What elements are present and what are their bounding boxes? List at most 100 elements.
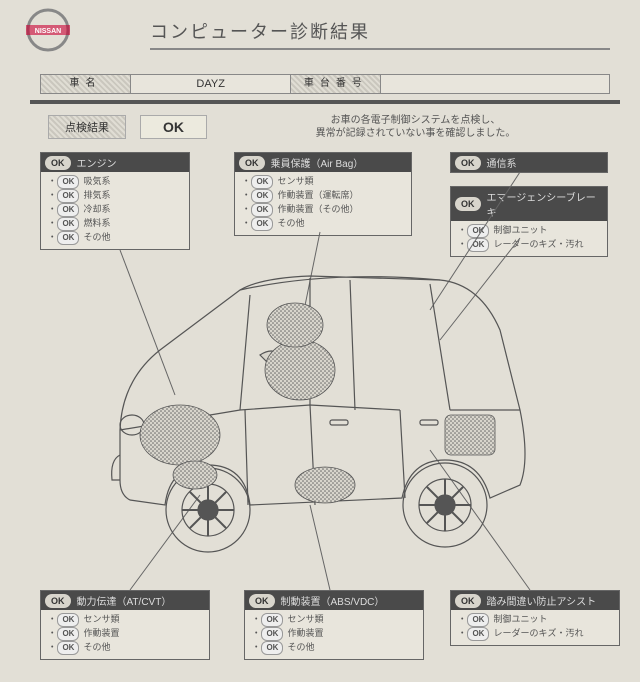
diag-box-ebrake: OKエマージェンシーブレーキ•OK制御ユニット•OKレーダーのキズ・汚れ bbox=[450, 186, 608, 257]
car-diagram bbox=[50, 260, 600, 570]
diag-box-trans: OK動力伝達（AT/CVT）•OKセンサ類•OK作動装置•OKその他 bbox=[40, 590, 210, 660]
diag-item: •OK作動装置（運転席） bbox=[245, 189, 405, 203]
diag-item: • OK 燃料系 bbox=[51, 217, 183, 231]
diag-item: •OK作動装置 bbox=[255, 627, 417, 641]
item-status: OK bbox=[261, 627, 283, 641]
item-status: OK bbox=[251, 203, 273, 217]
diag-box-body: • OK 制御ユニット • OK レーダーのキズ・汚れ bbox=[451, 610, 619, 645]
item-label: 作動装置（運転席） bbox=[277, 189, 358, 203]
bullet-icon: • bbox=[245, 177, 247, 188]
item-label: レーダーのキズ・汚れ bbox=[493, 627, 583, 641]
page-title: コンピューター診断結果 bbox=[150, 18, 370, 44]
diag-box-engine: OKエンジン•OK吸気系•OK排気系•OK冷却系•OK燃料系•OKその他 bbox=[40, 152, 190, 250]
vehicle-name-label: 車名 bbox=[41, 75, 131, 93]
item-label: 制御ユニット bbox=[493, 613, 547, 627]
status-chip: OK bbox=[455, 594, 481, 608]
bullet-icon: • bbox=[51, 629, 53, 640]
diag-box-assist: OK 踏み間違い防止アシスト • OK 制御ユニット • OK レーダーのキズ・汚れ bbox=[450, 590, 620, 646]
diag-item: • OK センサ類 bbox=[245, 175, 405, 189]
diag-box-title: エンジン bbox=[77, 155, 117, 170]
diag-box-brake: OK制動装置（ABS/VDC）•OKセンサ類•OK作動装置•OKその他 bbox=[244, 590, 424, 660]
bullet-icon: • bbox=[461, 629, 463, 640]
diag-box-header: OK 制動装置（ABS/VDC） bbox=[245, 591, 423, 610]
diag-item: • OK 作動装置 bbox=[51, 627, 203, 641]
diag-item: •OK排気系 bbox=[51, 189, 183, 203]
item-status: OK bbox=[57, 217, 79, 231]
item-status: OK bbox=[467, 627, 489, 641]
diag-item: • OK 制御ユニット bbox=[461, 613, 613, 627]
diag-box-body: •OKセンサ類•OK作動装置•OKその他 bbox=[245, 610, 423, 659]
diag-box-header: OK 踏み間違い防止アシスト bbox=[451, 591, 619, 610]
item-label: レーダーのキズ・汚れ bbox=[493, 238, 583, 252]
item-status: OK bbox=[57, 613, 79, 627]
diag-item: •OKレーダーのキズ・汚れ bbox=[461, 238, 601, 252]
diag-box-body: •OK制御ユニット•OKレーダーのキズ・汚れ bbox=[451, 221, 607, 256]
diag-box-header: OK 乗員保護（Air Bag） bbox=[235, 153, 411, 172]
item-status: OK bbox=[251, 175, 273, 189]
bullet-icon: • bbox=[245, 219, 247, 230]
item-status: OK bbox=[261, 613, 283, 627]
item-label: センサ類 bbox=[287, 613, 323, 627]
item-label: その他 bbox=[287, 641, 314, 655]
item-label: 作動装置 bbox=[83, 627, 119, 641]
status-chip: OK bbox=[239, 156, 265, 170]
diag-box-body: •OKセンサ類•OK作動装置•OKその他 bbox=[41, 610, 209, 659]
vehicle-info-row: 車名 DAYZ 車台番号 bbox=[40, 74, 610, 94]
diag-box-title: 動力伝達（AT/CVT） bbox=[77, 593, 172, 608]
item-label: その他 bbox=[83, 641, 110, 655]
status-chip: OK bbox=[455, 156, 481, 170]
item-label: 燃料系 bbox=[83, 217, 110, 231]
diag-box-title: 制動装置（ABS/VDC） bbox=[281, 593, 385, 608]
bullet-icon: • bbox=[461, 226, 463, 237]
item-label: 冷却系 bbox=[83, 203, 110, 217]
diag-item: •OKその他 bbox=[51, 641, 203, 655]
bullet-icon: • bbox=[255, 629, 257, 640]
item-status: OK bbox=[467, 613, 489, 627]
bullet-icon: • bbox=[51, 191, 53, 202]
item-status: OK bbox=[261, 641, 283, 655]
bullet-icon: • bbox=[461, 615, 463, 626]
diag-box-title: エマージェンシーブレーキ bbox=[487, 189, 604, 219]
bullet-icon: • bbox=[51, 233, 53, 244]
diag-item: • OK センサ類 bbox=[255, 613, 417, 627]
status-chip: OK bbox=[249, 594, 275, 608]
bullet-icon: • bbox=[255, 615, 257, 626]
diag-box-title: 踏み間違い防止アシスト bbox=[487, 593, 597, 608]
bullet-icon: • bbox=[255, 643, 257, 654]
diag-item: •OK吸気系 bbox=[51, 175, 183, 189]
diag-item: • OK その他 bbox=[255, 641, 417, 655]
bullet-icon: • bbox=[245, 205, 247, 216]
item-status: OK bbox=[57, 627, 79, 641]
diag-item: •OKセンサ類 bbox=[51, 613, 203, 627]
diag-box-title: 乗員保護（Air Bag） bbox=[271, 155, 364, 170]
status-chip: OK bbox=[455, 197, 481, 211]
item-status: OK bbox=[57, 203, 79, 217]
diag-item: •OK作動装置（その他） bbox=[245, 203, 405, 217]
svg-text:NISSAN: NISSAN bbox=[35, 28, 61, 35]
item-status: OK bbox=[57, 189, 79, 203]
item-label: センサ類 bbox=[277, 175, 313, 189]
bullet-icon: • bbox=[51, 219, 53, 230]
status-chip: OK bbox=[45, 594, 71, 608]
item-label: 制御ユニット bbox=[493, 224, 547, 238]
diag-box-header: OK通信系 bbox=[451, 153, 607, 172]
diag-box-body: •OK吸気系•OK排気系•OK冷却系•OK燃料系•OKその他 bbox=[41, 172, 189, 249]
overall-desc: お車の各電子制御システムを点検し、 異常が記録されていない事を確認しました。 bbox=[221, 114, 610, 140]
diag-item: •OKその他 bbox=[51, 231, 183, 245]
bullet-icon: • bbox=[51, 205, 53, 216]
diag-item: •OKその他 bbox=[245, 217, 405, 231]
diag-box-header: OKエンジン bbox=[41, 153, 189, 172]
item-status: OK bbox=[57, 231, 79, 245]
overall-label: 点検結果 bbox=[48, 115, 126, 139]
chassis-value bbox=[381, 75, 609, 93]
diag-item: • OK 冷却系 bbox=[51, 203, 183, 217]
item-status: OK bbox=[57, 175, 79, 189]
bullet-icon: • bbox=[245, 191, 247, 202]
item-status: OK bbox=[57, 641, 79, 655]
diag-item: • OK レーダーのキズ・汚れ bbox=[461, 627, 613, 641]
diag-box-body: •OKセンサ類•OK作動装置（運転席）•OK作動装置（その他）•OKその他 bbox=[235, 172, 411, 235]
diag-item: •OK制御ユニット bbox=[461, 224, 601, 238]
diag-box-airbag: OK乗員保護（Air Bag）•OKセンサ類•OK作動装置（運転席）•OK作動装… bbox=[234, 152, 412, 236]
bullet-icon: • bbox=[51, 615, 53, 626]
item-label: 吸気系 bbox=[83, 175, 110, 189]
